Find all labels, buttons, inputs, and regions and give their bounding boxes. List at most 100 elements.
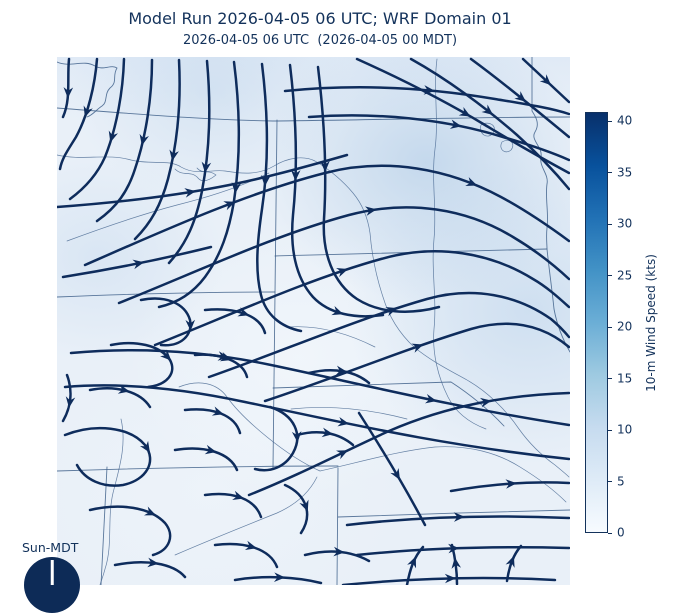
state-boundary — [272, 381, 505, 427]
streamline-arrow — [505, 479, 517, 489]
streamline-arrow — [514, 91, 526, 102]
streamline-arrow — [364, 206, 377, 216]
streamline — [95, 58, 154, 223]
streamline-arrow — [331, 306, 344, 316]
streamline — [207, 291, 570, 379]
streamline — [139, 297, 192, 347]
streamline — [69, 349, 570, 427]
river — [66, 172, 270, 242]
colorbar-gradient — [585, 112, 608, 533]
state-boundary — [531, 57, 570, 353]
streamline — [68, 57, 126, 201]
colorbar-tick — [608, 223, 612, 225]
colorbar-tick — [608, 120, 612, 122]
state-boundary — [57, 465, 339, 472]
streamline-arrow — [184, 188, 196, 198]
streamline-arrow — [458, 106, 471, 117]
streamline-arrow — [539, 74, 552, 86]
streamline-arrow — [481, 104, 494, 116]
streamline — [357, 411, 427, 527]
colorbar-tick-label: 35 — [617, 165, 633, 180]
colorbar-tick-label: 25 — [617, 268, 633, 283]
streamline-arrow — [132, 259, 145, 270]
streamline — [88, 387, 152, 409]
streamline-arrow — [185, 319, 196, 331]
colorbar-tick-label: 15 — [617, 371, 633, 386]
streamline — [63, 426, 152, 487]
river — [290, 407, 408, 420]
colorbar-tick-label: 20 — [617, 319, 633, 334]
state-boundary — [337, 509, 570, 518]
streamline-arrow — [63, 87, 74, 99]
streamline-arrow — [411, 343, 424, 353]
figure-titles: Model Run 2026-04-05 06 UTC; WRF Domain … — [0, 0, 640, 49]
streamline — [88, 505, 172, 557]
streamline-arrow — [244, 540, 257, 551]
streamline — [253, 405, 299, 472]
sun-position-clock-icon — [24, 557, 80, 613]
streamline — [263, 322, 570, 403]
streamline-arrow — [336, 267, 349, 278]
colorbar-tick-label: 0 — [617, 525, 625, 540]
streamline-arrow — [143, 506, 156, 516]
streamline-arrow — [83, 105, 93, 118]
colorbar-tick-label: 5 — [617, 474, 625, 489]
streamline-arrow — [232, 490, 245, 500]
streamline — [61, 57, 71, 119]
streamline — [57, 153, 349, 209]
river — [57, 154, 570, 478]
streamline-arrow — [505, 555, 515, 568]
streamline — [316, 65, 441, 313]
streamline-arrow — [290, 169, 301, 182]
colorbar-axis-label: 10-m Wind Speed (kts) — [644, 254, 658, 392]
streamline-arrow — [449, 119, 462, 129]
valid-time-subtitle: 2026-04-05 06 UTC (2026-04-05 00 MDT) — [182, 33, 458, 49]
streamline-arrow — [223, 201, 236, 211]
colorbar-tick — [608, 481, 612, 483]
streamline-arrow — [465, 177, 478, 187]
river — [500, 139, 514, 153]
streamline — [355, 546, 570, 557]
streamline-arrow — [337, 416, 350, 427]
streamline-arrow — [273, 572, 286, 582]
streamline-arrow — [385, 306, 398, 317]
streamline — [153, 250, 570, 347]
streamline — [58, 57, 99, 171]
streamline-arrow — [336, 450, 349, 460]
streamline — [117, 206, 570, 305]
colorbar-tick-label: 30 — [617, 216, 633, 231]
streamline — [469, 57, 570, 139]
streamline — [345, 515, 570, 527]
streamline — [213, 542, 279, 569]
colorbar-tick — [608, 378, 612, 380]
colorbar: 0 5 10 15 20 25 30 35 40 — [585, 112, 700, 540]
streamline-arrow — [160, 349, 172, 361]
river — [288, 326, 376, 348]
streamline-arrow — [451, 557, 462, 569]
streamline-arrow — [320, 160, 330, 173]
streamline — [157, 60, 241, 309]
state-boundary — [272, 119, 278, 469]
streamline-arrow — [169, 149, 179, 162]
streamline-arrow — [321, 427, 334, 438]
river — [174, 476, 318, 556]
streamline-arrow — [335, 365, 348, 376]
streamline-arrow — [139, 133, 149, 146]
streamline-arrow — [147, 557, 159, 568]
streamline — [283, 483, 309, 535]
streamline-arrow — [424, 394, 437, 404]
streamline — [167, 59, 211, 265]
streamline — [405, 545, 425, 585]
streamline-arrow — [444, 573, 456, 584]
streamline-arrow — [299, 499, 309, 512]
streamline — [203, 492, 263, 519]
streamline — [61, 373, 72, 423]
streamline — [409, 57, 570, 191]
colorbar-tick — [608, 275, 612, 277]
streamline-arrow — [390, 468, 401, 480]
map-svg — [57, 57, 570, 585]
streamline-arrow — [65, 396, 76, 408]
streamline-arrow — [108, 130, 118, 143]
river — [99, 418, 124, 585]
